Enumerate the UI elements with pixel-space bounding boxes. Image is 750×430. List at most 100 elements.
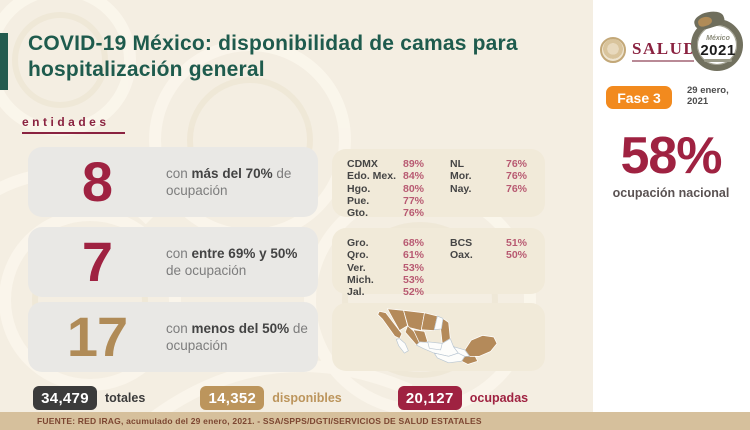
state-pct: 51% (506, 237, 528, 249)
state-row: Hgo. 80% (347, 183, 439, 195)
national-occupancy-value: 58% (620, 127, 722, 185)
state-row: Jal. 52% (347, 286, 439, 298)
state-pct: 89% (403, 158, 425, 170)
state-name: Nay. (450, 182, 472, 195)
state-column: CDMX 89% Edo. Mex. 84% Hgo. 80% Pue. 77% Gto… (347, 158, 439, 219)
occupied-beds-label: ocupadas (469, 391, 529, 405)
available-beds-label: disponibles (272, 391, 342, 405)
report-date-line1: 29 enero, (687, 85, 729, 96)
state-name: Pue. (347, 194, 370, 207)
bed-totals: 34,479 totales 14,352 disponibles 20,127… (33, 386, 528, 410)
group-description: con menos del 50% de ocupación (166, 320, 318, 355)
state-name: NL (450, 158, 464, 170)
state-row: Nay. 76% (450, 183, 532, 195)
desc-bold: más del 70% (191, 165, 273, 181)
state-pct: 50% (506, 249, 528, 262)
state-pct: 61% (403, 249, 425, 262)
total-beds-label: totales (105, 391, 146, 405)
state-row: NL 76% (450, 158, 532, 170)
state-name: Mich. (347, 273, 374, 286)
state-name: Jal. (347, 286, 365, 299)
state-list-mid-occupancy: Gro. 68% Qro. 61% Ver. 53% Mich. 53% Jal. 52%… (332, 228, 545, 298)
desc-pre: con (166, 245, 188, 261)
entidades-label: entidades (22, 115, 110, 129)
national-occupancy: 58% ocupación nacional (595, 130, 747, 200)
state-row: Gto. 76% (347, 207, 439, 219)
state-row: CDMX 89% (347, 158, 439, 170)
state-name: Gro. (347, 237, 369, 249)
state-pct: 53% (403, 261, 425, 274)
report-date: 29 enero, 2021 (687, 85, 729, 108)
state-row: BCS 51% (450, 237, 532, 249)
state-pct: 76% (403, 207, 425, 220)
state-name: Hgo. (347, 182, 371, 195)
group-card-high-occupancy: 8 con más del 70% de ocupación (28, 147, 318, 217)
desc-bold: menos del 50% (191, 320, 290, 336)
state-name: Edo. Mex. (347, 170, 397, 183)
state-row: Edo. Mex. 84% (347, 170, 439, 182)
salud-logo: SALUD (600, 33, 720, 67)
state-row: Qro. 61% (347, 249, 439, 261)
state-pct: 68% (403, 237, 425, 249)
state-name: Qro. (347, 249, 369, 262)
state-pct: 84% (403, 170, 425, 183)
desc-bold: entre 69% y 50% (191, 245, 298, 261)
state-column: BCS 51% Oax. 50% (450, 237, 532, 287)
desc-post: de ocupación (166, 320, 308, 353)
mexico-2021-logo: México 2021 (690, 7, 746, 77)
state-name: BCS (450, 237, 473, 249)
mexico-2021-motto-line (704, 59, 732, 62)
mexico-2021-year: 2021 (700, 42, 736, 59)
available-beds-group: 14,352 disponibles (200, 386, 342, 410)
entidades-underline (22, 132, 125, 134)
desc-post: de ocupación (166, 263, 247, 278)
state-row: Oax. 50% (450, 249, 532, 261)
page-title: COVID-19 México: disponibilidad de camas… (28, 32, 518, 81)
occupied-beds-group: 20,127 ocupadas (397, 386, 529, 410)
state-pct: 52% (403, 286, 425, 299)
mexico-2021-name: México (706, 35, 730, 42)
state-pct: 76% (506, 158, 528, 170)
group-count: 17 (66, 305, 128, 368)
group-count: 7 (81, 230, 113, 293)
total-beds-value: 34,479 (33, 386, 97, 410)
state-pct: 77% (403, 194, 425, 207)
state-list-high-occupancy: CDMX 89% Edo. Mex. 84% Hgo. 80% Pue. 77% Gto… (332, 149, 545, 219)
salud-logo-subline (632, 59, 694, 62)
state-column: Gro. 68% Qro. 61% Ver. 53% Mich. 53% Jal. 52% (347, 237, 439, 298)
total-beds-group: 34,479 totales (33, 386, 145, 410)
occupied-beds-value: 20,127 (397, 386, 462, 410)
salud-seal-icon (600, 37, 626, 63)
group-count: 8 (81, 150, 113, 213)
state-pct: 53% (403, 273, 425, 286)
source-footer: FUENTE: RED IRAG, acumulado del 29 enero… (0, 412, 750, 430)
salud-wordmark: SALUD (632, 39, 697, 62)
state-name: Mor. (450, 170, 472, 183)
mexico-map (376, 308, 497, 365)
state-column: NL 76% Mor. 76% Nay. 76% (450, 158, 532, 210)
report-date-line2: 2021 (687, 96, 709, 108)
state-name: Ver. (347, 261, 366, 274)
state-name: CDMX (347, 158, 378, 170)
state-row: Gro. 68% (347, 237, 439, 249)
state-row: Mor. 76% (450, 170, 532, 182)
group-card-low-occupancy: 17 con menos del 50% de ocupación (28, 302, 318, 372)
entidades-heading: entidades (22, 115, 125, 134)
state-pct: 76% (506, 170, 528, 183)
desc-post: de ocupación (166, 165, 292, 198)
desc-pre: con (166, 320, 188, 336)
title-accent-bar (0, 33, 8, 90)
national-occupancy-label: ocupación nacional (612, 186, 730, 200)
desc-pre: con (166, 165, 188, 181)
state-row: Ver. 53% (347, 262, 439, 274)
state-row: Mich. 53% (347, 274, 439, 286)
state-pct: 80% (403, 182, 425, 195)
group-description: con entre 69% y 50% de ocupación (166, 245, 318, 280)
map-card-low-occupancy (332, 303, 545, 371)
group-description: con más del 70% de ocupación (166, 165, 318, 200)
state-pct: 76% (506, 182, 528, 195)
state-name: Oax. (450, 249, 473, 262)
available-beds-value: 14,352 (200, 386, 265, 410)
salud-logo-text: SALUD (632, 38, 698, 58)
